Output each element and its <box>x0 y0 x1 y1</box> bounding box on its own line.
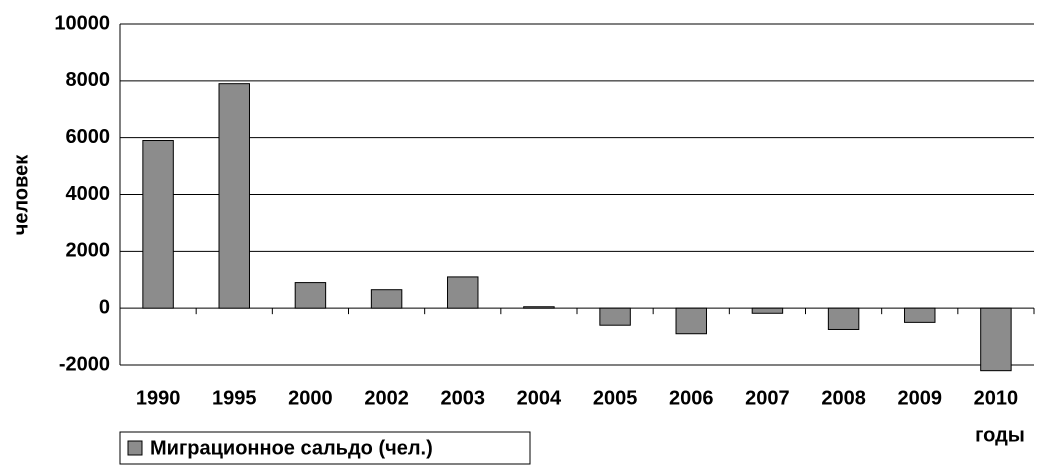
legend-frame <box>119 431 531 465</box>
bar <box>370 289 403 309</box>
bar <box>675 307 707 335</box>
x-tick-label: 2000 <box>288 387 333 409</box>
x-axis-label: годы <box>975 424 1025 446</box>
x-tick-label: 2002 <box>364 387 409 409</box>
bar <box>523 306 555 309</box>
bar <box>827 307 860 330</box>
x-tick-label: 2010 <box>974 387 1019 409</box>
x-tick-label: 2006 <box>669 387 714 409</box>
x-tick-label: 2003 <box>441 387 486 409</box>
x-tick-label: 2007 <box>745 387 790 409</box>
legend-label: Миграционное сальдо (чел.) <box>150 437 433 459</box>
x-tick-label: 2004 <box>517 387 562 409</box>
y-tick-label: 8000 <box>66 69 111 91</box>
legend-swatch <box>127 440 143 456</box>
x-tick-label: 1990 <box>136 387 181 409</box>
y-tick-label: 10000 <box>54 12 110 34</box>
bar <box>599 307 631 326</box>
bar <box>447 276 479 309</box>
x-tick-label: 1995 <box>212 387 257 409</box>
x-tick-label: 2005 <box>593 387 638 409</box>
bar <box>904 307 936 323</box>
bar <box>142 140 174 309</box>
x-tick-label: 2009 <box>898 387 943 409</box>
y-tick-label: 2000 <box>66 240 111 262</box>
y-tick-label: -2000 <box>59 353 110 375</box>
bar <box>751 307 784 314</box>
y-tick-label: 4000 <box>66 183 111 205</box>
bar <box>218 83 250 309</box>
x-tick-label: 2008 <box>821 387 866 409</box>
y-tick-label: 0 <box>99 296 110 318</box>
bar <box>980 307 1012 372</box>
bar <box>294 282 327 309</box>
y-axis-label: человек <box>10 154 32 236</box>
y-tick-label: 6000 <box>66 126 111 148</box>
